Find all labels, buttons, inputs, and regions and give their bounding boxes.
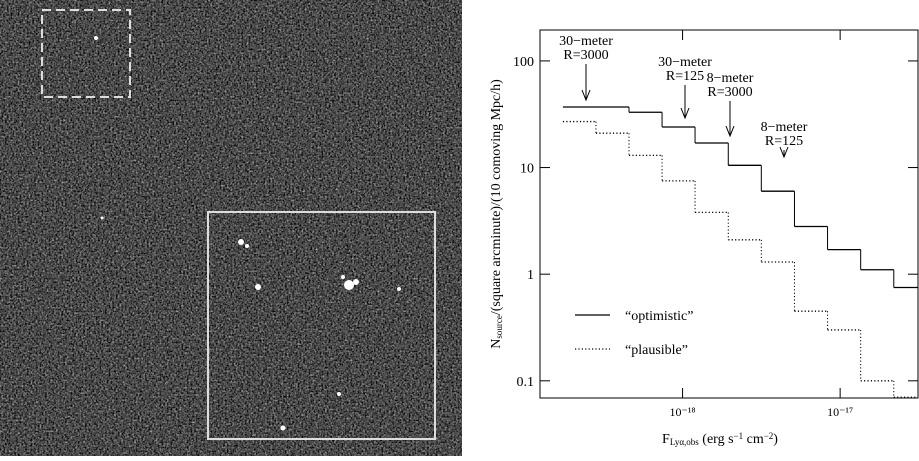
y-tick-label: 0.1 (517, 375, 535, 390)
legend-label: “optimistic” (625, 309, 693, 324)
annotation: 8−meter (707, 71, 754, 86)
label-part: cm (743, 432, 764, 447)
annotation: R=3000 (563, 48, 608, 63)
label-part: (erg s (699, 432, 734, 447)
solid-box (207, 211, 436, 440)
dashed-box (41, 9, 131, 98)
label-part: −1 (734, 431, 744, 441)
x-tick-label: 10⁻¹⁸ (670, 405, 696, 419)
label-part: /(square arcminute)/(10 comoving Mpc/h) (489, 79, 504, 315)
y-tick-label: 10 (520, 162, 534, 177)
annotation: R=125 (765, 134, 803, 149)
label-part: N (489, 339, 504, 349)
arrow-head (581, 89, 591, 102)
arrow-head (779, 146, 789, 159)
y-axis-label: Nsource/(square arcminute)/(10 comoving … (489, 79, 504, 349)
annotation: 30−meter (559, 34, 613, 49)
plot-frame (539, 29, 919, 399)
label-part: F (662, 432, 670, 447)
annotation: R=3000 (707, 85, 752, 100)
y-tick-label: 1 (527, 268, 534, 283)
x-tick-label: 10⁻¹⁷ (827, 405, 853, 419)
annotation: 8−meter (761, 120, 808, 135)
annotation: 30−meter (658, 55, 712, 70)
sky-image (0, 0, 462, 456)
x-axis-label: FLyα,obs (erg s−1 cm−2) (662, 431, 778, 447)
label-part: −2 (764, 431, 774, 441)
label-part: Lyα,obs (670, 437, 699, 447)
label-part: source (494, 315, 504, 339)
label-part: ) (773, 432, 778, 447)
arrow-head (725, 125, 735, 138)
y-tick-label: 100 (513, 55, 534, 70)
annotation: R=125 (666, 69, 704, 84)
legend-label: “plausible” (625, 343, 688, 358)
arrow-head (680, 107, 690, 120)
